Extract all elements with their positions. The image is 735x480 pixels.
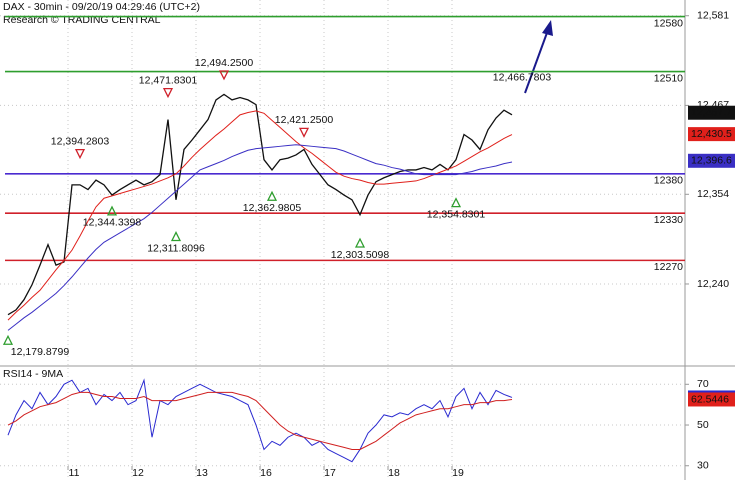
x-tick-label: 12 [132, 467, 144, 479]
trough-marker [354, 237, 366, 248]
trough-label: 12,344.3398 [83, 217, 142, 229]
arrow-head [542, 20, 553, 36]
level-label: 12380 [654, 175, 683, 187]
trough-label: 12,354.8301 [427, 208, 486, 220]
trough-marker [106, 205, 118, 216]
y-tick-label: 12,581 [697, 10, 729, 22]
value-box [688, 153, 735, 168]
peak-marker [218, 70, 230, 81]
y-tick-label: 70 [697, 378, 709, 390]
trough-marker [266, 190, 278, 201]
x-tick-label: 16 [260, 467, 272, 479]
trough-label: 12,311.8096 [147, 242, 205, 254]
value-box-label: 12,430.5 [691, 128, 732, 140]
value-box-label: 62.5446 [691, 393, 729, 405]
series-line [7, 93, 513, 316]
value-box-label: 12,457.7 [691, 107, 732, 119]
series-line [7, 110, 513, 321]
trough-label: 12,362.9805 [243, 202, 302, 214]
trough-marker [2, 334, 14, 345]
chart-subtitle: Research © TRADING CENTRAL [3, 14, 161, 26]
peak-label: 12,471.8301 [139, 74, 198, 86]
series-line [7, 391, 513, 450]
value-box [688, 392, 735, 407]
level-label: 12330 [654, 214, 683, 226]
trough-marker [450, 197, 462, 208]
level-label: 12580 [654, 17, 683, 29]
peak-marker [298, 127, 310, 138]
x-tick-label: 18 [388, 467, 400, 479]
trough-marker [170, 231, 182, 242]
level-label: 12510 [654, 72, 683, 84]
chart-title: DAX - 30min - 09/20/19 04:29:46 (UTC+2) [3, 1, 200, 13]
peak-label: 12,394.2803 [51, 135, 110, 147]
peak-label: 12,421.2500 [275, 114, 334, 126]
x-tick-label: 11 [69, 467, 80, 479]
series-line [7, 378, 513, 463]
value-box [688, 127, 735, 142]
series-line [7, 144, 513, 331]
forecast-arrow [524, 20, 553, 94]
y-tick-label: 30 [697, 460, 709, 472]
x-tick-label: 19 [452, 467, 464, 479]
y-tick-label: 12,240 [697, 278, 729, 290]
rsi-title: RSI14 - 9MA [3, 368, 63, 380]
value-box-label: 12,396.6 [691, 155, 732, 167]
price-label: 12,466.7803 [493, 71, 552, 83]
y-tick-label: 50 [697, 419, 709, 431]
x-tick-label: 13 [196, 467, 208, 479]
x-tick-label: 17 [324, 467, 336, 479]
trough-label: 12,303.5098 [331, 249, 390, 261]
arrow-shaft [524, 29, 549, 94]
y-tick-label: 12,354 [697, 188, 729, 200]
value-box [688, 105, 735, 120]
peak-marker [74, 148, 86, 160]
peak-marker [162, 87, 174, 99]
level-label: 12270 [654, 261, 683, 273]
trough-label: 12,179.8799 [11, 346, 70, 358]
peak-label: 12,494.2500 [195, 57, 254, 69]
